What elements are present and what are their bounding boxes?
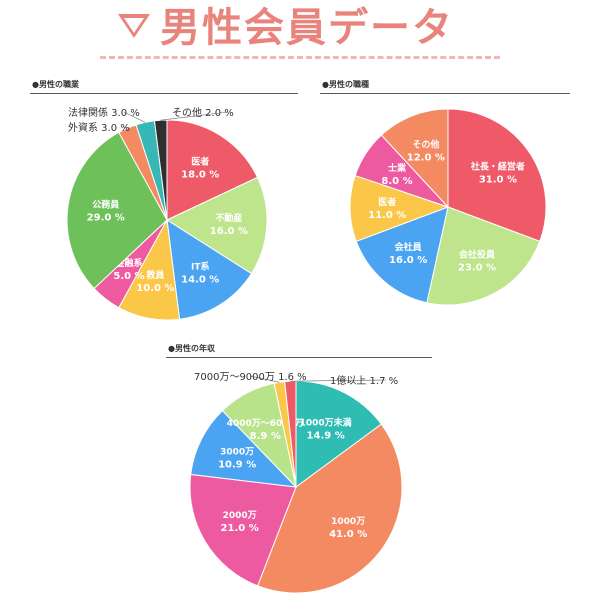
divider: [30, 93, 298, 94]
pie-slice: [447, 108, 547, 242]
leader-line: [123, 126, 128, 129]
slice-value-label: 14.9 %: [307, 430, 345, 441]
slice-value-label: 29.0 %: [87, 212, 125, 223]
slice-label: IT系: [191, 260, 210, 272]
slice-label: その他: [412, 138, 439, 150]
slice-label: 教員: [145, 269, 164, 281]
slice-label: 1000万未満: [300, 416, 352, 428]
pie-slice: [256, 423, 403, 594]
pie-slice: [426, 206, 541, 306]
leader-line: [160, 111, 229, 121]
slice-label: 3000万: [220, 447, 254, 458]
slice-value-label: 10.0 %: [136, 283, 174, 294]
divider: [166, 357, 432, 358]
slice-outside-label: 7000万～9000万 1.6 %: [194, 372, 307, 383]
slice-label: 会社員: [395, 241, 422, 253]
slice-label: 2000万: [223, 510, 257, 521]
slice-label: 医者: [191, 156, 209, 168]
slice-value-label: 11.0 %: [368, 210, 406, 221]
chart-title-income: ●男性の年収: [168, 344, 215, 353]
slice-value-label: 8.9 %: [250, 431, 281, 442]
slice-label: 1000万: [331, 516, 365, 527]
slice-value-label: 18.0 %: [181, 170, 219, 181]
pie-slice: [349, 174, 450, 242]
slice-label: 公務員: [92, 198, 119, 210]
chart-title-job-type: ●男性の職種: [322, 80, 369, 89]
slice-outside-label: 法律関係 3.0 %: [68, 106, 140, 119]
pie-slice: [189, 473, 297, 587]
page-title: 男性会員データ: [160, 5, 454, 51]
pie-slice: [166, 119, 259, 221]
slice-label: 士業: [388, 162, 407, 174]
slice-label: 会社役員: [459, 248, 495, 260]
slice-value-label: 10.9 %: [218, 460, 256, 471]
page-header: 男性会員データ: [0, 0, 600, 60]
pie-slice: [166, 219, 253, 320]
slice-outside-label: その他 2.0 %: [172, 106, 234, 119]
leader-line: [249, 375, 280, 383]
leader-line: [123, 111, 146, 123]
pie-slice: [355, 206, 449, 304]
pie-slice: [380, 108, 449, 209]
slice-value-label: 41.0 %: [329, 529, 367, 540]
pie-slice: [190, 409, 298, 488]
slice-label: 医者: [378, 196, 396, 208]
pie-slice: [66, 131, 168, 290]
slice-label: 社長・経営者: [470, 160, 525, 172]
chart-title-occupation: ●男性の職業: [32, 80, 79, 89]
slice-value-label: 31.0 %: [479, 174, 517, 185]
divider: [320, 93, 570, 94]
slice-outside-label: 1億以上 1.7 %: [330, 374, 398, 387]
slice-label: 不動産: [215, 212, 242, 224]
slice-value-label: 16.0 %: [389, 255, 427, 266]
slice-label: 4000万～6000万: [227, 418, 304, 429]
slice-value-label: 5.0 %: [113, 271, 144, 282]
slice-value-label: 16.0 %: [210, 226, 248, 237]
leader-line: [290, 379, 387, 382]
slice-value-label: 21.0 %: [221, 523, 259, 534]
slice-value-label: 14.0 %: [181, 274, 219, 285]
slice-value-label: 23.0 %: [458, 262, 496, 273]
title-underline: [100, 56, 500, 59]
slice-outside-label: 外資系 3.0 %: [68, 122, 130, 134]
pie-slice: [165, 176, 268, 275]
slice-value-label: 12.0 %: [407, 152, 445, 163]
slice-value-label: 8.0 %: [381, 176, 412, 187]
